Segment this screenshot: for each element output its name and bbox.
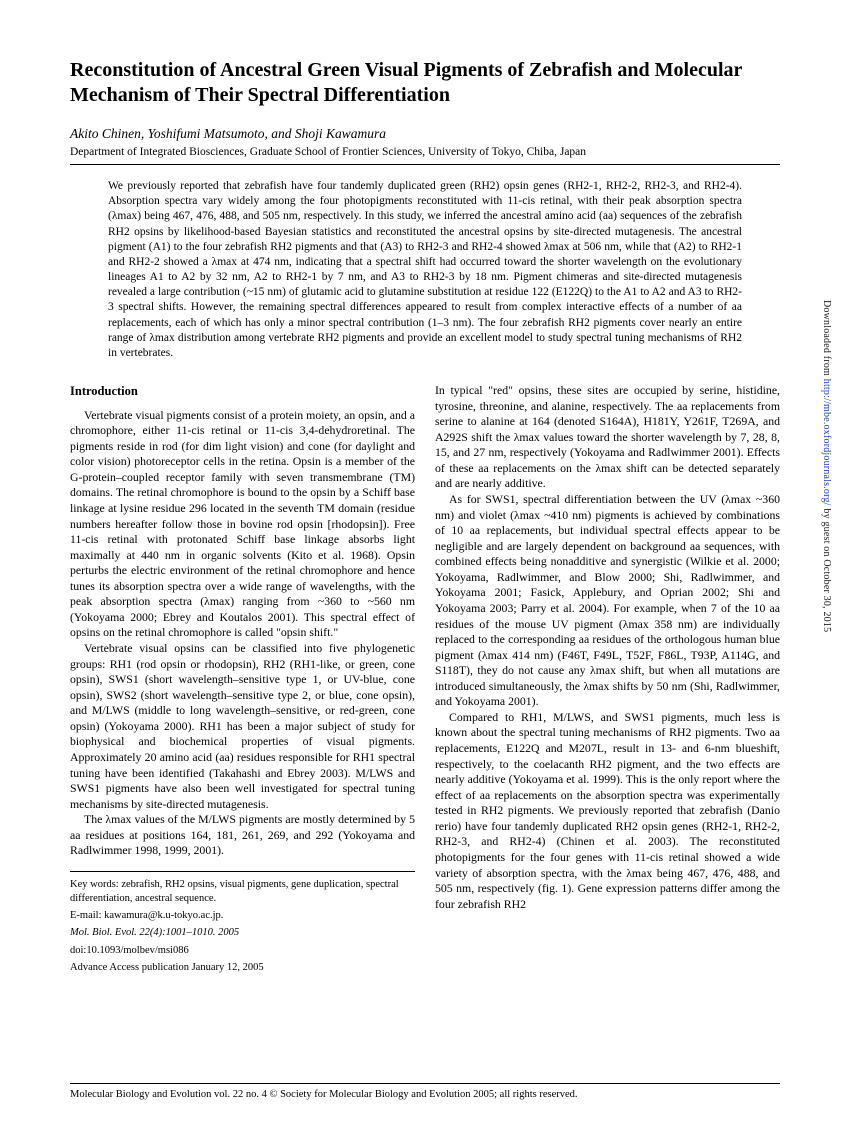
authors: Akito Chinen, Yoshifumi Matsumoto, and S… (70, 126, 780, 142)
intro-p2: Vertebrate visual opsins can be classifi… (70, 641, 415, 812)
footer-rule (70, 1083, 780, 1084)
journal-ref: Mol. Biol. Evol. 22(4):1001–1010. 2005 (70, 927, 239, 938)
intro-p1: Vertebrate visual pigments consist of a … (70, 408, 415, 641)
intro-p6: Compared to RH1, M/LWS, and SWS1 pigment… (435, 710, 780, 912)
abstract: We previously reported that zebrafish ha… (108, 179, 742, 361)
corresponding-email: E-mail: kawamura@k.u-tokyo.ac.jp. (70, 909, 415, 923)
page-footer: Molecular Biology and Evolution vol. 22 … (70, 1089, 578, 1100)
intro-p4: In typical "red" opsins, these sites are… (435, 383, 780, 492)
doi: doi:10.1093/molbev/msi086 (70, 944, 415, 958)
left-column: Introduction Vertebrate visual pigments … (70, 383, 415, 978)
header-rule (70, 164, 780, 165)
keywords: Key words: zebrafish, RH2 opsins, visual… (70, 878, 415, 906)
intro-p3: The λmax values of the M/LWS pigments ar… (70, 812, 415, 859)
intro-p5: As for SWS1, spectral differentiation be… (435, 492, 780, 710)
watermark-suffix: by guest on October 30, 2015 (821, 506, 832, 633)
watermark-link[interactable]: http://mbe.oxfordjournals.org/ (821, 379, 832, 506)
article-title: Reconstitution of Ancestral Green Visual… (70, 58, 780, 108)
affiliation: Department of Integrated Biosciences, Gr… (70, 146, 780, 158)
right-column: In typical "red" opsins, these sites are… (435, 383, 780, 978)
section-heading-introduction: Introduction (70, 383, 415, 400)
advance-access: Advance Access publication January 12, 2… (70, 961, 415, 975)
body-columns: Introduction Vertebrate visual pigments … (70, 383, 780, 978)
footnote-block: Key words: zebrafish, RH2 opsins, visual… (70, 871, 415, 975)
download-watermark: Downloaded from http://mbe.oxfordjournal… (821, 300, 832, 632)
watermark-prefix: Downloaded from (821, 300, 832, 379)
